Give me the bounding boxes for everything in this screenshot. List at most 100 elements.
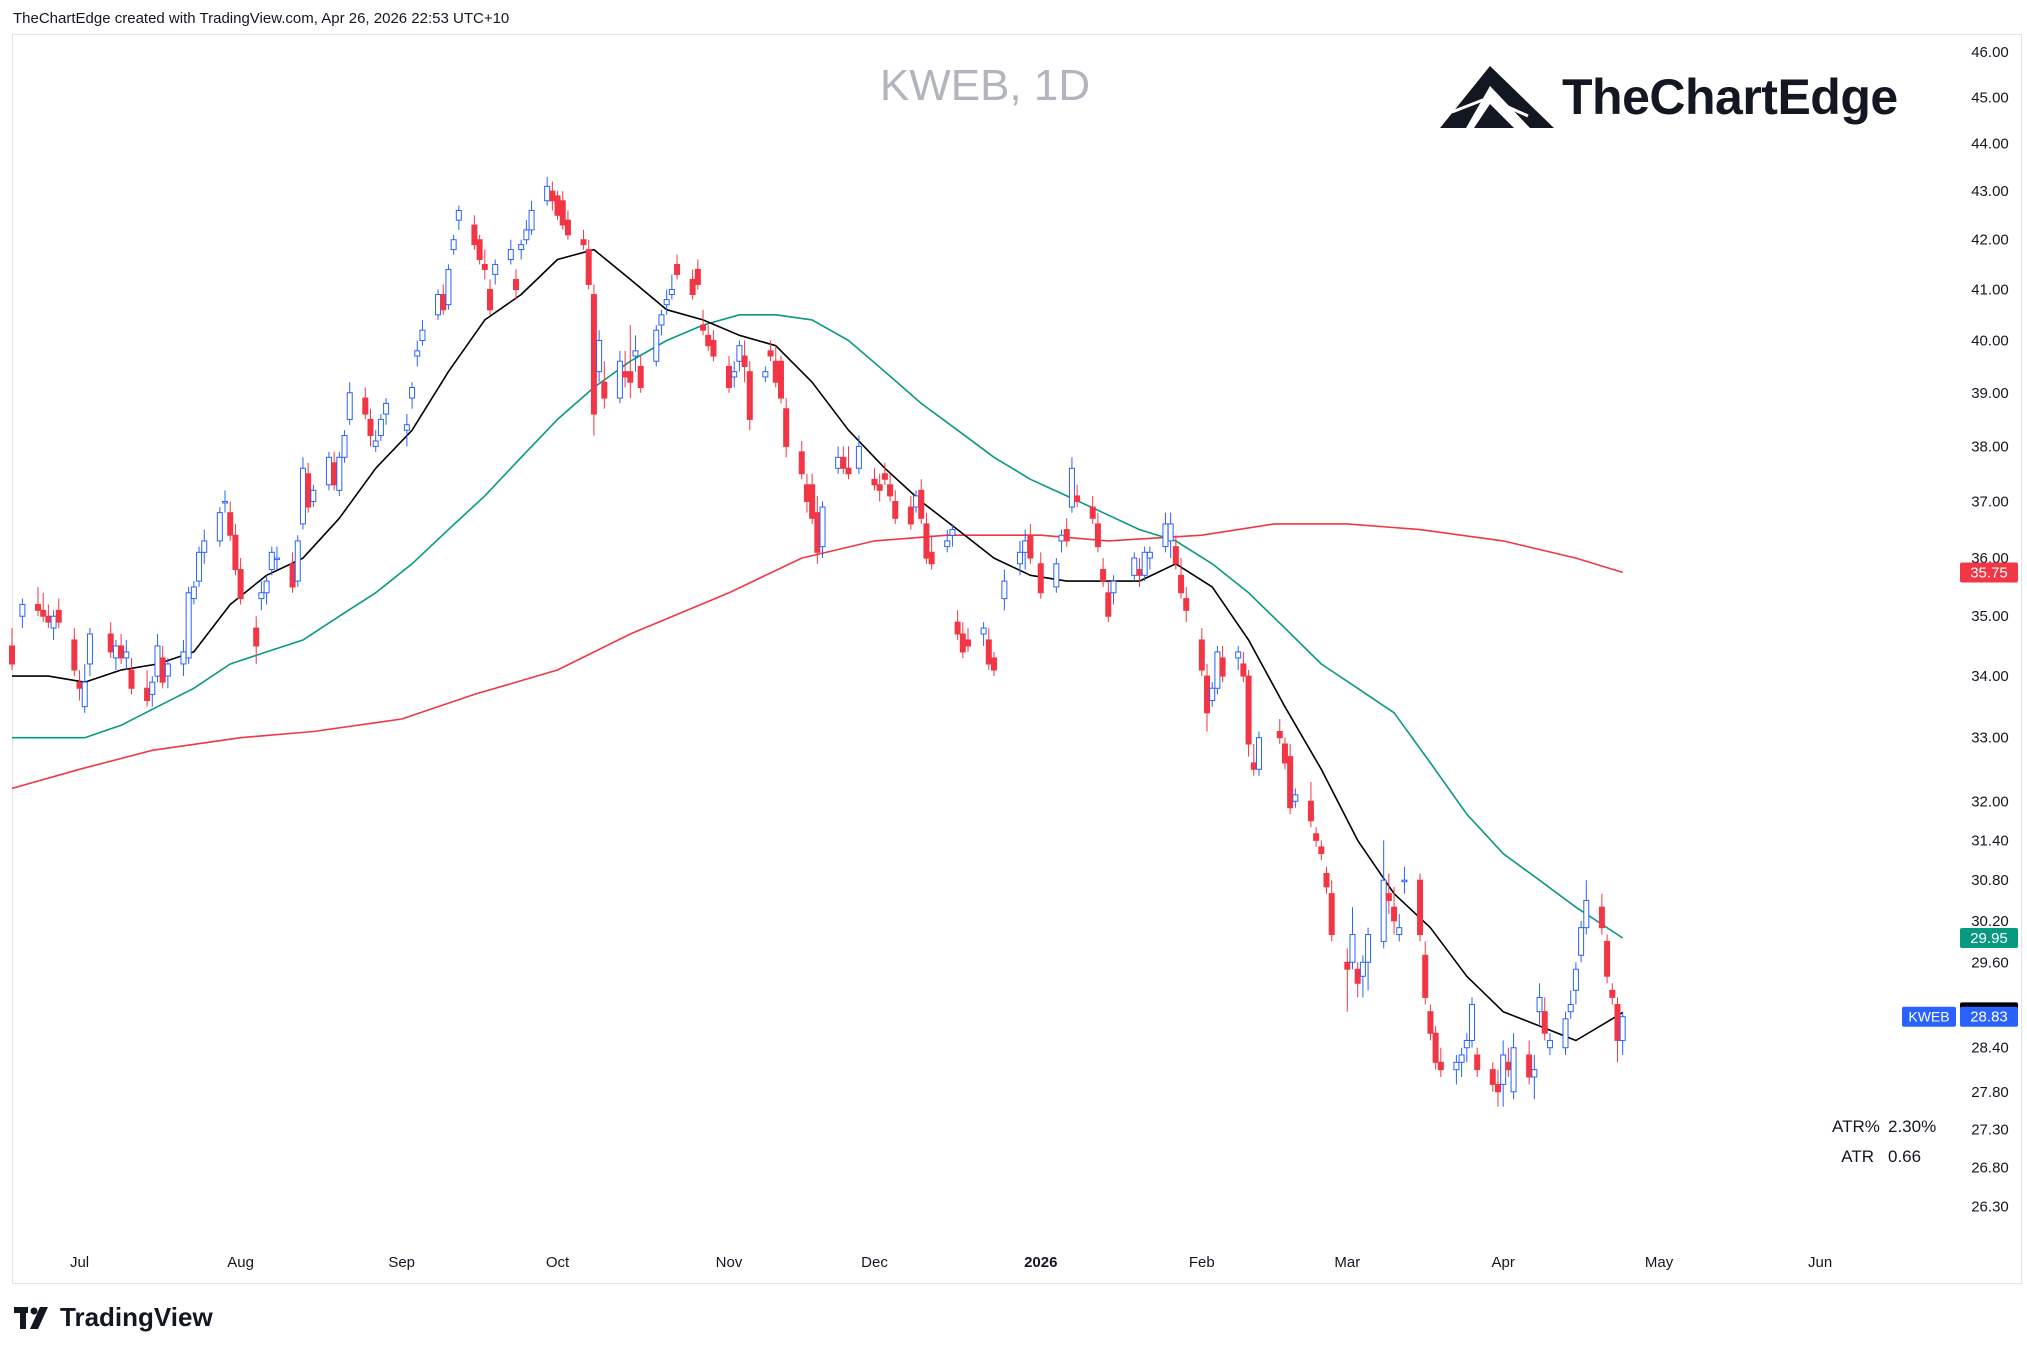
candle-body — [1562, 1018, 1569, 1049]
candle-body — [1359, 961, 1366, 977]
tradingview-logo[interactable]: TradingView — [14, 1302, 213, 1333]
candle — [185, 586, 192, 664]
candle-body — [1422, 954, 1429, 998]
candle-body — [731, 371, 738, 378]
candle-body — [325, 456, 332, 486]
candle — [1494, 1069, 1501, 1107]
candle — [1094, 512, 1101, 553]
candle — [1037, 552, 1044, 599]
candle-body — [1027, 534, 1034, 559]
candle — [481, 249, 488, 280]
candle-body — [674, 263, 681, 275]
candle — [616, 350, 623, 404]
candle-body — [772, 360, 779, 383]
candle-body — [268, 551, 275, 571]
candle-body — [1463, 1039, 1470, 1049]
candle — [1105, 581, 1112, 623]
candle — [9, 628, 15, 671]
candle-body — [435, 294, 442, 316]
candle — [1183, 586, 1190, 623]
price-axis[interactable]: 46.00 45.00 44.00 43.00 42.00 41.00 40.00 39.00… — [1971, 44, 2009, 1215]
candle — [1328, 880, 1335, 942]
candle — [1359, 955, 1366, 998]
time-axis[interactable]: Jul Aug Sep Oct Nov Dec 2026 Feb Mar Apr May Jun — [70, 1254, 1832, 1271]
candle-body — [50, 615, 57, 629]
candle — [55, 598, 62, 629]
candle — [507, 239, 514, 265]
candle — [549, 181, 556, 211]
candle-body — [1214, 651, 1221, 689]
candle — [518, 239, 525, 260]
candle — [1307, 782, 1314, 828]
candle-body — [1146, 551, 1153, 559]
candle-body — [367, 418, 374, 437]
candle-body — [1074, 495, 1081, 502]
candle — [1235, 645, 1242, 671]
candle — [50, 610, 57, 640]
candle — [1209, 682, 1216, 707]
candle-body — [372, 440, 379, 447]
candle-body — [1458, 1054, 1465, 1063]
candle-body — [216, 512, 223, 542]
candle — [809, 473, 816, 524]
candle-body — [700, 324, 707, 331]
candle — [803, 473, 810, 513]
candle-body — [107, 633, 114, 653]
candle — [736, 340, 743, 372]
candle-body — [1204, 675, 1211, 714]
candle — [1567, 990, 1574, 1019]
y-tick-label: 27.30 — [1971, 1121, 2009, 1138]
candle — [180, 639, 187, 677]
candle-body — [918, 489, 925, 519]
candle-body — [1604, 940, 1611, 977]
candle-body — [954, 621, 961, 635]
candle-body — [294, 540, 301, 582]
candle-body — [331, 462, 338, 486]
y-tick-label: 42.00 — [1971, 232, 2009, 249]
candle-body — [544, 185, 551, 202]
atr-indicator: ATR% 2.30% ATR 0.66 — [1832, 1112, 1936, 1172]
price-label-text: 35.75 — [1970, 564, 2008, 581]
candle — [201, 529, 208, 564]
candle-body — [1141, 551, 1148, 576]
candle-body — [871, 478, 878, 486]
candle-body — [741, 355, 748, 367]
candle — [1162, 512, 1169, 553]
candle-body — [273, 557, 280, 561]
candle — [1110, 575, 1117, 605]
candle — [798, 440, 805, 480]
candle-body — [777, 360, 784, 399]
candle — [1240, 651, 1247, 683]
x-tick-label: Apr — [1491, 1254, 1514, 1271]
candle-body — [237, 569, 244, 600]
x-tick-label: Mar — [1334, 1254, 1360, 1271]
candle — [1500, 1040, 1507, 1107]
candle-body — [710, 339, 717, 357]
candle-body — [310, 489, 317, 502]
candle — [190, 581, 197, 605]
candle — [1536, 983, 1543, 1027]
candle — [372, 430, 379, 452]
candle — [668, 274, 675, 300]
candle-body — [923, 523, 930, 559]
candle — [471, 215, 478, 250]
candle-body — [1255, 737, 1262, 770]
candle — [746, 361, 753, 431]
candle-body — [1235, 651, 1242, 659]
candle — [1380, 840, 1387, 949]
candle-body — [876, 484, 883, 491]
candle-body — [616, 360, 623, 399]
candle-body — [1536, 996, 1543, 1013]
candle — [1074, 484, 1081, 508]
candle — [383, 398, 390, 425]
y-tick-label: 45.00 — [1971, 89, 2009, 106]
chart-caption: TheChartEdge created with TradingView.co… — [13, 10, 510, 27]
candle-body — [1432, 1032, 1439, 1063]
candle-body — [564, 219, 571, 236]
candle — [1198, 628, 1205, 677]
candle — [980, 622, 987, 646]
candle-body — [149, 681, 156, 695]
candle — [1505, 1047, 1512, 1078]
candle-body — [767, 350, 774, 357]
